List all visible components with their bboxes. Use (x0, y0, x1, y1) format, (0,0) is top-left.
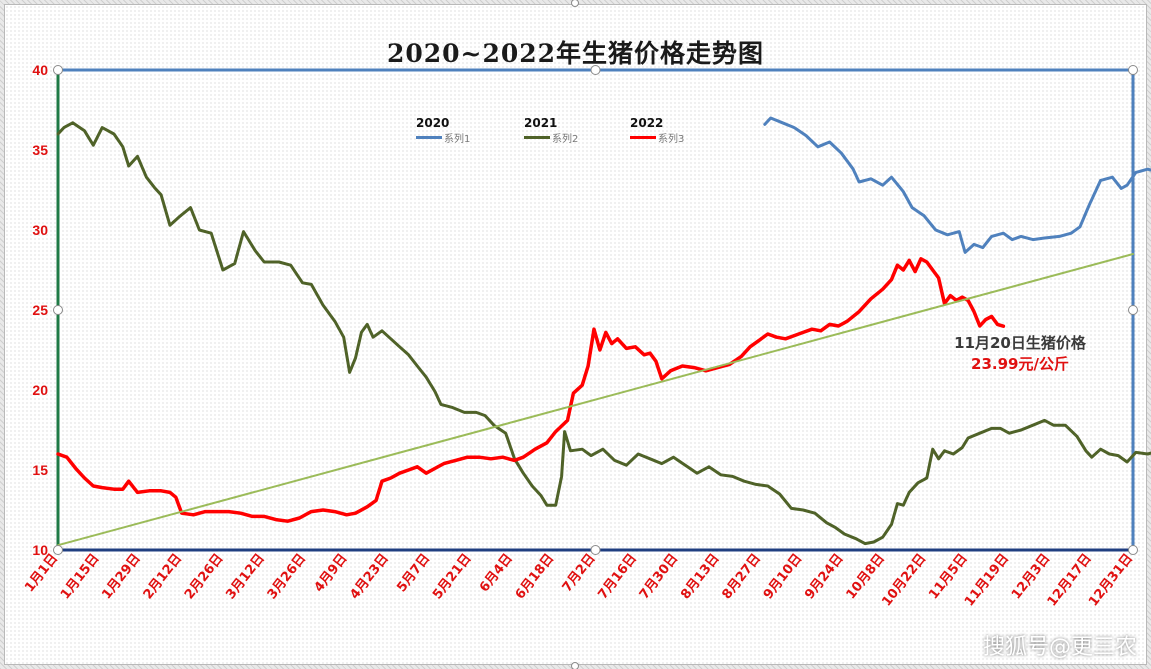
y-tick-label: 25 (32, 302, 48, 318)
series-line-2021 (56, 121, 1151, 546)
x-tick-label: 7月16日 (595, 551, 640, 602)
legend-year-label: 2020 (416, 116, 450, 130)
resize-handle (590, 545, 601, 555)
price-annotation: 11月20日生猪价格 23.99元/公斤 (930, 333, 1110, 375)
y-tick-label: 15 (32, 462, 48, 478)
annotation-label: 11月20日生猪价格 (954, 334, 1086, 352)
x-tick-label: 5月7日 (394, 551, 433, 595)
x-tick-label: 8月27日 (719, 551, 764, 602)
x-tick-label: 9月10日 (761, 551, 806, 602)
x-tick-label: 12月3日 (1009, 551, 1054, 602)
x-tick-label: 3月12日 (223, 551, 268, 602)
frame-handle (571, 0, 579, 7)
legend-item-2021: 2021 系列2 (524, 117, 578, 145)
x-tick-label: 6月18日 (513, 551, 558, 602)
series-layer (56, 116, 1151, 547)
y-tick-label: 20 (32, 382, 48, 398)
resize-handle (1128, 65, 1138, 75)
legend-year-label: 2022 (630, 116, 664, 130)
legend-swatch-2021 (524, 136, 550, 139)
y-tick-label: 10 (32, 542, 48, 558)
legend-series-name: 系列3 (658, 134, 685, 145)
x-tick-label: 5月21日 (430, 551, 475, 602)
x-tick-label: 7月2日 (560, 551, 599, 595)
resize-handle (53, 305, 63, 315)
selection-handles (53, 0, 1138, 669)
x-tick-label: 6月4日 (477, 551, 516, 595)
x-tick-label: 4月9日 (312, 551, 351, 595)
x-tick-label: 4月23日 (347, 551, 392, 602)
legend-series-name: 系列1 (444, 134, 471, 145)
frame-handle (571, 662, 579, 669)
x-tick-label: 10月8日 (844, 551, 889, 602)
resize-handle (53, 65, 63, 75)
series-line-2022 (56, 257, 1006, 523)
legend-swatch-2020 (416, 136, 442, 139)
x-tick-label: 3月26日 (265, 551, 310, 602)
annotation-value: 23.99元/公斤 (971, 355, 1069, 373)
x-tick-label: 2月12日 (141, 551, 186, 602)
legend-year-label: 2021 (524, 116, 558, 130)
y-tick-label: 30 (32, 222, 48, 238)
chart-title: 2020~2022年生猪价格走势图 (386, 39, 765, 68)
y-tick-label: 40 (32, 62, 48, 78)
series-line-2020 (763, 116, 1151, 254)
resize-handle (1128, 305, 1138, 315)
x-tick-label: 2月26日 (182, 551, 227, 602)
legend-item-2020: 2020 系列1 (416, 117, 470, 145)
x-tick-label: 1月29日 (99, 551, 144, 602)
legend-item-2022: 2022 系列3 (630, 117, 684, 145)
x-tick-label: 1月15日 (58, 551, 103, 602)
legend-series-name: 系列2 (552, 134, 579, 145)
chart-frame (4, 4, 1147, 665)
resize-handle (590, 65, 601, 75)
watermark: 搜狐号@更三农 (982, 635, 1137, 660)
y-tick-label: 35 (32, 142, 48, 158)
x-tick-label: 7月30日 (637, 551, 682, 602)
resize-handle (1128, 545, 1138, 555)
x-tick-label: 8月13日 (678, 551, 723, 602)
resize-handle (53, 545, 63, 555)
x-tick-label: 9月24日 (802, 551, 847, 602)
trend-line (57, 253, 1134, 547)
x-tick-label: 11月5日 (926, 551, 971, 602)
legend-swatch-2022 (630, 136, 656, 139)
